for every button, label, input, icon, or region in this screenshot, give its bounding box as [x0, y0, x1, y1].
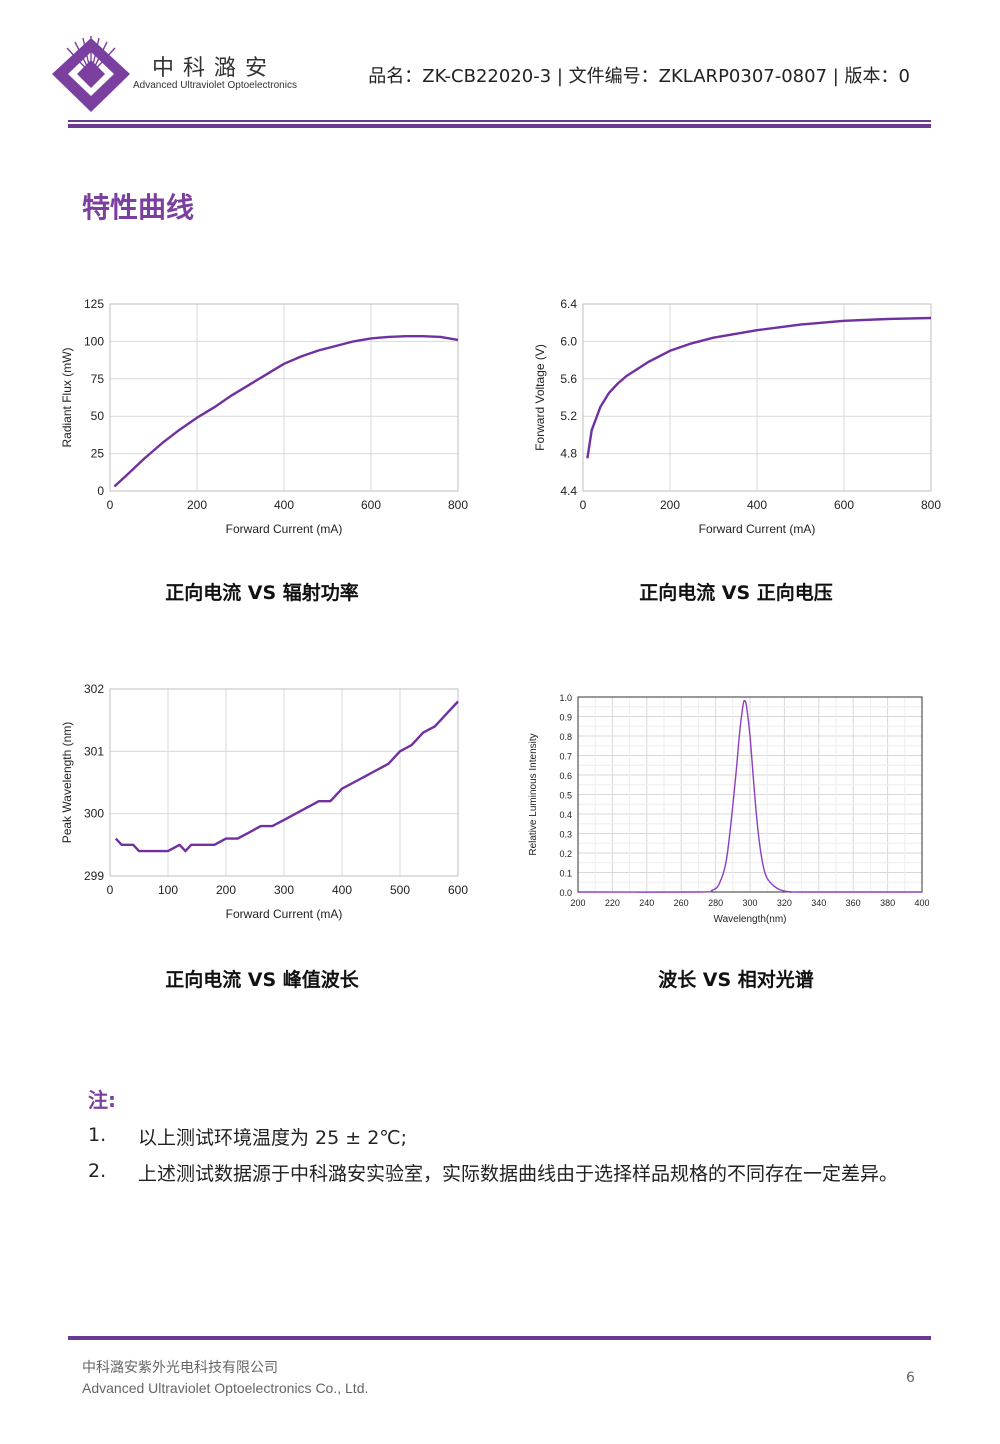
note-text: 上述测试数据源于中科潞安实验室，实际数据曲线由于选择样品规格的不同存在一定差异。: [138, 1163, 899, 1185]
plot-frame: [577, 696, 923, 893]
x-tick-label: 0: [580, 498, 587, 512]
company-logo: [52, 36, 130, 112]
y-tick-label: 0.7: [559, 752, 572, 762]
company-name-en: Advanced Ultraviolet Optoelectronics: [133, 80, 297, 91]
y-tick-label: 4.4: [560, 484, 577, 498]
y-tick-label: 0.0: [559, 888, 572, 898]
x-tick-label: 200: [216, 883, 236, 897]
footer-divider: [68, 1336, 931, 1340]
series-line: [586, 316, 932, 459]
series-line: [114, 700, 459, 853]
y-tick-label: 0: [97, 484, 104, 498]
y-tick-label: 299: [84, 869, 104, 883]
y-tick-label: 0.5: [559, 791, 572, 801]
y-tick-label: 302: [84, 682, 104, 696]
x-tick-label: 200: [660, 498, 680, 512]
notes-title: 注:: [88, 1088, 116, 1112]
x-tick-label: 500: [390, 883, 410, 897]
document-info: 品名：ZK-CB22020-3 | 文件编号：ZKLARP0307-0807 |…: [368, 66, 910, 87]
y-tick-label: 100: [84, 334, 104, 348]
x-tick-label: 220: [605, 898, 620, 908]
x-tick-label: 600: [361, 498, 381, 512]
x-tick-label: 380: [880, 898, 895, 908]
y-tick-label: 0.6: [559, 771, 572, 781]
y-tick-label: 0.2: [559, 849, 572, 859]
chart-wavelength-vs-spectrum: 200 220 240 260 280 300 320 340 360 380 400 0.0 0.1 0…: [528, 693, 930, 925]
x-axis-label: Forward Current (mA): [699, 522, 816, 536]
x-tick-label: 200: [187, 498, 207, 512]
y-axis-label: Forward Voltage (V): [533, 344, 547, 451]
header-divider: [68, 120, 931, 122]
company-name-cn: 中科潞安: [152, 56, 277, 81]
y-tick-label: 0.1: [559, 869, 572, 879]
y-axis-label: Relative Luminous Intensity: [528, 733, 539, 855]
chart-current-vs-flux: 0 200 400 600 800 0 25 50 75 100 125 Forward Curren…: [60, 297, 468, 536]
note-number: 2.: [88, 1160, 107, 1182]
x-tick-label: 360: [846, 898, 861, 908]
note-item: 2. 上述测试数据源于中科潞安实验室，实际数据曲线由于选择样品规格的不同存在一定…: [88, 1160, 938, 1220]
x-tick-label: 800: [921, 498, 941, 512]
x-tick-label: 200: [570, 898, 585, 908]
x-axis-label: Forward Current (mA): [226, 522, 343, 536]
caption-current-vs-peak-wavelength: 正向电流 VS 峰值波长: [165, 969, 359, 991]
plot-frame: [109, 688, 459, 877]
footer-company-cn: 中科潞安紫外光电科技有限公司: [82, 1360, 278, 1376]
chart-current-vs-voltage: 0 200 400 600 800 4.4 4.8 5.2 5.6 6.0 6.4 Forward C…: [533, 297, 941, 536]
header-divider-thick: [68, 124, 931, 128]
y-tick-label: 0.4: [559, 810, 572, 820]
y-tick-label: 25: [91, 447, 105, 461]
y-tick-label: 75: [91, 372, 105, 386]
x-tick-label: 320: [777, 898, 792, 908]
chart-current-vs-peak-wavelength: 0 100 200 300 400 500 600 299 300 301 302 Forward C…: [60, 682, 468, 921]
x-tick-label: 800: [448, 498, 468, 512]
y-axis-label: Peak Wavelength (nm): [60, 722, 74, 844]
footer-company-en: Advanced Ultraviolet Optoelectronics Co.…: [82, 1380, 369, 1396]
x-axis-label: Forward Current (mA): [226, 907, 343, 921]
y-tick-label: 1.0: [559, 693, 572, 703]
x-tick-label: 280: [708, 898, 723, 908]
note-item: 1. 以上测试环境温度为 25 ± 2℃;: [88, 1124, 938, 1154]
x-tick-label: 400: [747, 498, 767, 512]
y-tick-label: 301: [84, 744, 104, 758]
series-line: [113, 335, 459, 488]
x-tick-label: 260: [674, 898, 689, 908]
x-tick-label: 300: [742, 898, 757, 908]
page-number: 6: [906, 1370, 915, 1386]
x-tick-label: 0: [107, 498, 114, 512]
plot-frame: [109, 303, 459, 492]
y-tick-label: 6.4: [560, 297, 577, 311]
series-line: [577, 699, 922, 893]
y-tick-label: 50: [91, 409, 105, 423]
x-tick-label: 600: [448, 883, 468, 897]
x-tick-label: 300: [274, 883, 294, 897]
x-tick-label: 240: [639, 898, 654, 908]
y-tick-label: 0.9: [559, 713, 572, 723]
x-tick-label: 0: [107, 883, 114, 897]
x-axis-label: Wavelength(nm): [714, 914, 787, 925]
x-tick-label: 600: [834, 498, 854, 512]
y-tick-label: 0.3: [559, 830, 572, 840]
caption-wavelength-vs-spectrum: 波长 VS 相对光谱: [658, 969, 814, 991]
y-tick-label: 5.6: [560, 372, 577, 386]
x-tick-label: 340: [811, 898, 826, 908]
x-tick-label: 400: [274, 498, 294, 512]
plot-frame: [582, 303, 932, 492]
x-tick-label: 400: [914, 898, 929, 908]
x-tick-label: 100: [158, 883, 178, 897]
x-tick-label: 400: [332, 883, 352, 897]
y-tick-label: 300: [84, 807, 104, 821]
y-tick-label: 125: [84, 297, 104, 311]
y-tick-label: 0.8: [559, 732, 572, 742]
caption-current-vs-flux: 正向电流 VS 辐射功率: [165, 582, 359, 604]
y-tick-label: 5.2: [560, 409, 577, 423]
y-tick-label: 6.0: [560, 334, 577, 348]
section-title: 特性曲线: [82, 191, 195, 224]
note-text: 以上测试环境温度为 25 ± 2℃;: [138, 1127, 408, 1149]
y-axis-label: Radiant Flux (mW): [60, 347, 74, 447]
note-number: 1.: [88, 1124, 107, 1146]
caption-current-vs-voltage: 正向电流 VS 正向电压: [639, 582, 833, 604]
y-tick-label: 4.8: [560, 447, 577, 461]
